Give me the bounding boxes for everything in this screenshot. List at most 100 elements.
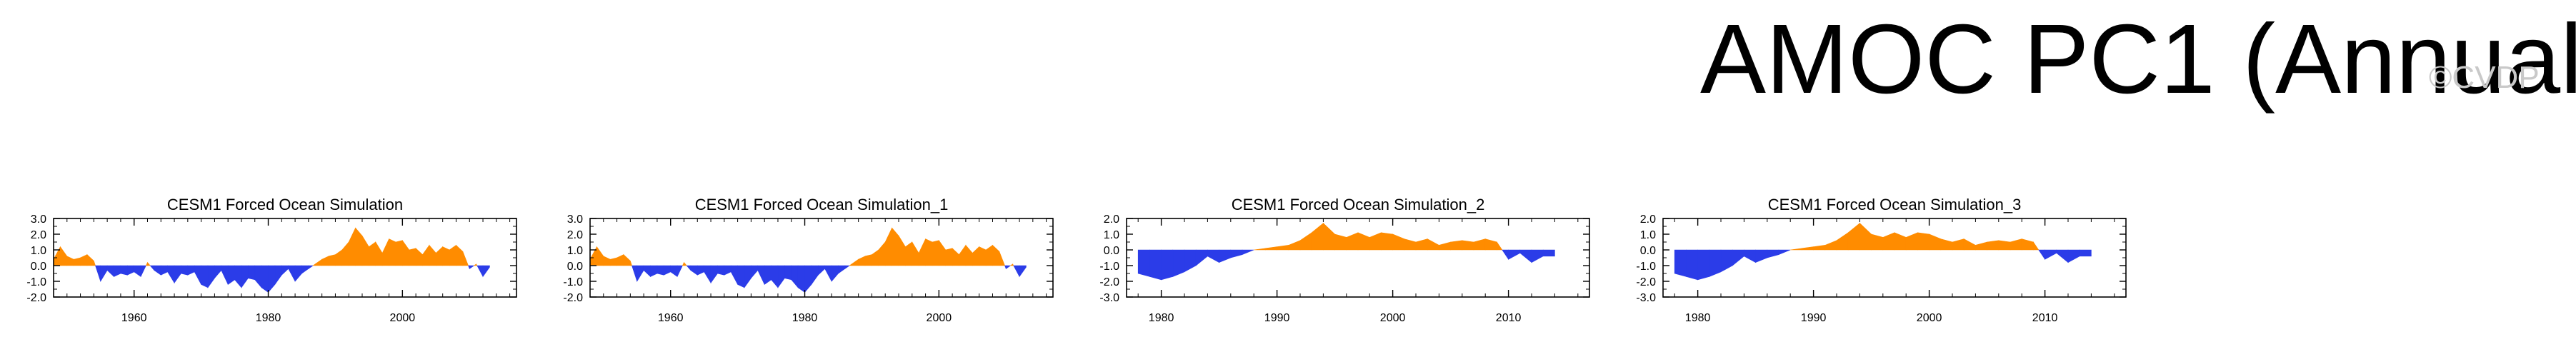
page-title: AMOC PC1 (Annual) xyxy=(1700,4,2576,114)
positive-area-segment xyxy=(1847,222,1860,251)
y-tick-label: -3.0 xyxy=(1636,292,1656,304)
negative-area-segment xyxy=(686,265,692,271)
positive-area-segment xyxy=(959,244,967,266)
y-tick-label: -2.0 xyxy=(1636,276,1656,288)
positive-area-segment xyxy=(1288,240,1301,251)
positive-area-segment xyxy=(872,249,879,266)
positive-area-segment xyxy=(1497,241,1503,251)
negative-area-segment xyxy=(771,265,779,288)
negative-area-segment xyxy=(281,265,289,276)
negative-area-segment xyxy=(106,265,114,278)
x-tick-label: 1980 xyxy=(256,312,281,324)
watermark: ©CVDP xyxy=(2429,60,2540,95)
negative-area-segment xyxy=(757,265,765,285)
positive-area-segment xyxy=(1859,222,1872,251)
negative-area-segment xyxy=(469,265,475,269)
y-tick-label: 3.0 xyxy=(31,213,46,226)
negative-area-segment xyxy=(201,265,209,288)
positive-area-segment xyxy=(1813,245,1826,251)
positive-area-segment xyxy=(1012,263,1014,266)
negative-area-segment xyxy=(636,265,644,283)
positive-area-segment xyxy=(389,238,396,266)
positive-area-segment xyxy=(1323,222,1335,251)
negative-area-segment xyxy=(650,265,658,277)
positive-area-segment xyxy=(1963,238,1976,251)
y-tick-label: -1.0 xyxy=(1636,261,1656,273)
positive-area-segment xyxy=(415,248,423,266)
negative-area-segment xyxy=(160,265,168,276)
negative-area-segment xyxy=(1720,249,1733,273)
y-tick-label: 0.0 xyxy=(1104,245,1119,257)
negative-area-segment xyxy=(1230,249,1243,258)
positive-area-segment xyxy=(449,244,456,266)
positive-area-segment xyxy=(1346,232,1359,251)
x-tick-label: 1980 xyxy=(1149,312,1174,324)
positive-area-segment xyxy=(925,238,933,266)
negative-area-segment xyxy=(254,265,262,288)
negative-area-segment xyxy=(670,265,678,277)
negative-area-segment xyxy=(214,265,222,279)
negative-area-segment xyxy=(751,265,759,279)
negative-area-segment xyxy=(677,265,683,277)
negative-area-segment xyxy=(631,265,638,282)
negative-area-segment xyxy=(1207,249,1219,263)
positive-area-segment xyxy=(73,257,81,266)
x-tick-label: 2000 xyxy=(1380,312,1406,324)
negative-area-segment xyxy=(831,265,839,282)
negative-area-segment xyxy=(2067,249,2080,263)
negative-area-segment xyxy=(1005,265,1012,269)
positive-area-segment xyxy=(1484,238,1497,251)
y-tick-label: 2.0 xyxy=(567,229,583,241)
y-tick-label: 2.0 xyxy=(31,229,46,241)
positive-area-segment xyxy=(999,251,1005,266)
positive-area-segment xyxy=(1836,232,1849,251)
y-tick-label: 2.0 xyxy=(1104,213,1119,226)
positive-area-segment xyxy=(1381,232,1393,251)
negative-area-segment xyxy=(114,265,121,277)
positive-area-segment xyxy=(1824,240,1837,251)
x-tick-label: 2010 xyxy=(2032,312,2058,324)
positive-area-segment xyxy=(86,253,94,266)
positive-area-segment xyxy=(328,254,336,266)
positive-area-segment xyxy=(66,256,74,266)
negative-area-segment xyxy=(241,265,249,288)
y-tick-label: -1.0 xyxy=(26,276,46,288)
chart-panel-2: CESM1 Forced Ocean Simulation_1 3.0 2.0 1.0… xyxy=(563,196,1054,324)
positive-area-segment xyxy=(864,254,872,266)
positive-area-segment xyxy=(402,239,410,266)
y-tick-label: 1.0 xyxy=(1104,229,1119,241)
negative-area-segment xyxy=(1242,249,1254,256)
negative-area-segment xyxy=(174,265,181,284)
negative-area-segment xyxy=(2056,249,2069,263)
negative-area-segment xyxy=(1542,249,1555,257)
negative-area-segment xyxy=(2079,249,2092,257)
positive-area-segment xyxy=(918,238,926,266)
positive-area-segment xyxy=(1790,248,1802,251)
negative-area-segment xyxy=(308,265,314,269)
positive-area-segment xyxy=(1929,233,1942,251)
negative-area-segment xyxy=(1184,249,1197,273)
positive-area-segment xyxy=(94,261,96,266)
positive-area-segment xyxy=(898,235,906,266)
negative-area-segment xyxy=(1674,249,1687,277)
negative-area-segment xyxy=(167,265,175,284)
positive-area-segment xyxy=(1265,246,1277,251)
positive-area-segment xyxy=(1987,240,2000,251)
positive-area-segment xyxy=(1439,241,1451,251)
chart-panel-4: CESM1 Forced Ocean Simulation_3 2.0 1.0 0.0… xyxy=(1636,196,2127,324)
negative-area-segment xyxy=(1019,265,1027,278)
y-tick-label: 1.0 xyxy=(567,245,583,257)
positive-area-segment xyxy=(312,263,316,266)
y-tick-label: 1.0 xyxy=(31,245,46,257)
negative-area-segment xyxy=(797,265,805,293)
positive-area-segment xyxy=(147,261,151,266)
negative-area-segment xyxy=(730,265,738,285)
negative-area-segment xyxy=(704,265,712,284)
positive-area-segment xyxy=(1462,240,1474,251)
negative-area-segment xyxy=(194,265,201,285)
x-tick-label: 2010 xyxy=(1496,312,1522,324)
positive-area-segment xyxy=(1882,232,1895,251)
x-tick-label: 2000 xyxy=(390,312,416,324)
negative-area-segment xyxy=(181,265,189,276)
negative-area-segment xyxy=(1531,249,1544,263)
